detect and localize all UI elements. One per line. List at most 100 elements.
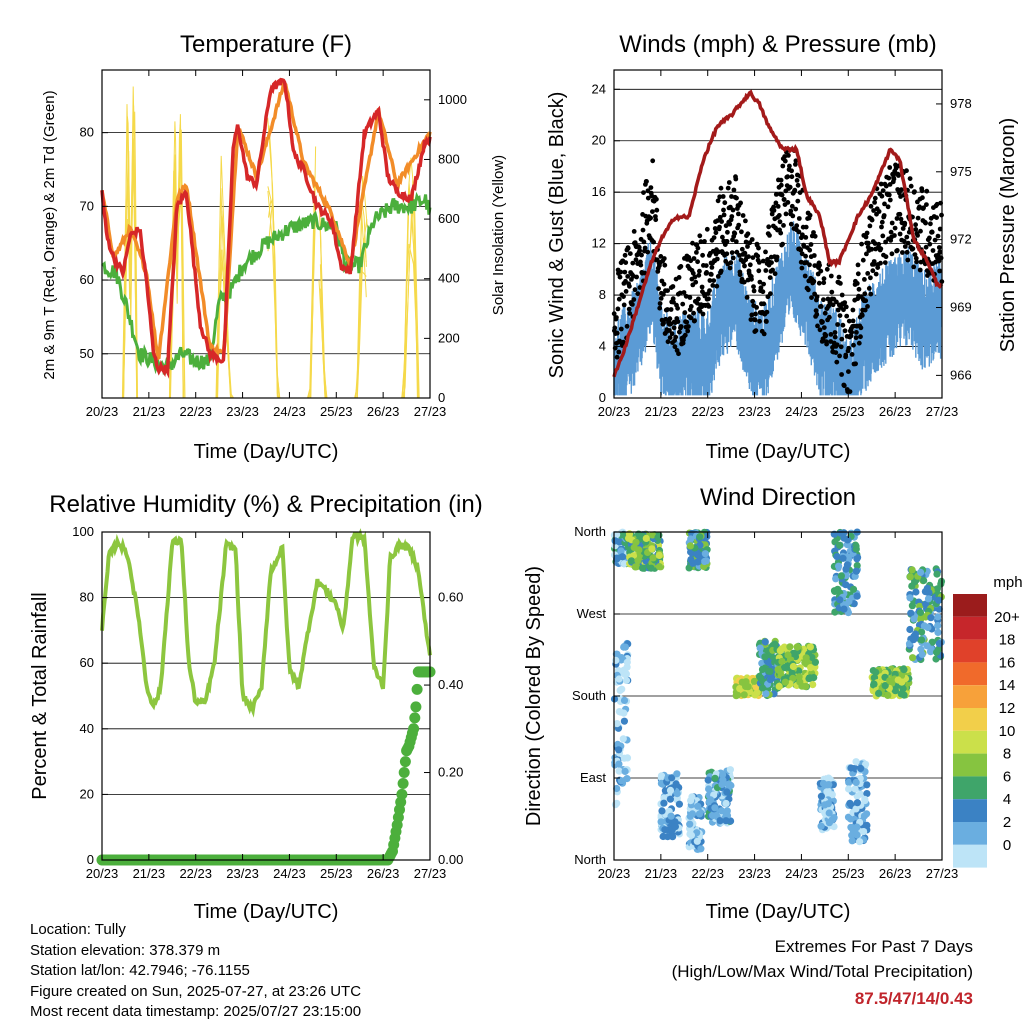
gust-point <box>934 215 939 221</box>
colorbar-title: mph <box>993 574 1022 591</box>
direction-point <box>612 656 620 665</box>
gust-point <box>878 246 884 252</box>
gust-point <box>775 204 781 209</box>
direction-point <box>910 615 918 623</box>
direction-point <box>620 717 629 725</box>
direction-point <box>897 690 905 698</box>
y-tick-label: North <box>574 524 606 539</box>
gust-point <box>785 200 791 205</box>
gust-point <box>630 260 636 266</box>
gust-point <box>904 234 910 240</box>
x-tick-label: 24/23 <box>273 866 306 881</box>
wind-spikes <box>613 221 943 396</box>
gust-point <box>883 254 889 260</box>
gust-point <box>677 329 682 335</box>
direction-point <box>918 650 926 659</box>
gust-point <box>935 233 941 239</box>
gust-point <box>745 231 751 237</box>
direction-point <box>881 682 889 690</box>
gust-point <box>793 158 799 164</box>
gust-point <box>786 153 791 158</box>
gust-point <box>700 311 706 317</box>
y2-tick-label: 966 <box>950 367 972 382</box>
gust-point <box>742 263 747 269</box>
colorbar-label: 10 <box>999 723 1016 740</box>
gust-point <box>862 291 868 297</box>
gust-point <box>650 209 655 215</box>
gust-point <box>796 229 802 235</box>
gust-point <box>632 287 638 293</box>
gust-point <box>618 269 624 275</box>
gust-point <box>767 275 773 280</box>
gust-point <box>867 223 873 229</box>
gust-point <box>616 296 622 302</box>
colorbar-label: 8 <box>1003 746 1011 763</box>
direction-point <box>852 778 860 787</box>
x-tick-label: 23/23 <box>226 404 259 419</box>
direction-point <box>726 766 735 774</box>
gust-point <box>816 280 822 286</box>
gust-point <box>872 195 878 201</box>
gust-point <box>614 315 619 320</box>
direction-point <box>844 813 853 821</box>
gust-point <box>741 279 747 285</box>
direction-point <box>762 690 770 698</box>
direction-point <box>933 570 941 578</box>
gust-point <box>838 281 843 286</box>
gust-point <box>827 314 832 320</box>
gust-point <box>894 216 900 221</box>
direction-point <box>738 678 746 686</box>
gust-point <box>648 215 653 221</box>
gust-point <box>642 245 648 251</box>
gust-point <box>742 250 748 256</box>
direction-point <box>849 585 858 593</box>
x-tick-label: 24/23 <box>273 404 306 419</box>
direction-point <box>937 580 945 588</box>
gust-point <box>915 233 920 238</box>
precip-point <box>409 712 421 724</box>
direction-point <box>658 807 666 815</box>
gust-point <box>876 241 882 247</box>
gust-point <box>847 389 853 394</box>
gust-point <box>750 255 756 260</box>
direction-point <box>615 675 623 683</box>
direction-point <box>853 792 861 800</box>
direction-point <box>912 588 920 596</box>
gust-point <box>834 299 839 305</box>
gust-point <box>661 320 666 326</box>
gust-point <box>708 272 714 277</box>
gust-point <box>627 251 633 256</box>
gust-point <box>782 158 788 164</box>
gust-point <box>685 328 691 334</box>
gust-point <box>789 203 795 209</box>
x-tick-label: 21/23 <box>133 404 166 419</box>
direction-point <box>642 534 650 543</box>
gust-point <box>625 245 631 251</box>
extremes-values: 87.5/47/14/0.43 <box>855 989 973 1008</box>
gust-point <box>760 258 766 264</box>
direction-point <box>634 557 642 565</box>
gust-point <box>839 336 845 342</box>
gust-point <box>761 331 767 337</box>
precip-series <box>96 666 436 866</box>
colorbar-label: 14 <box>999 677 1016 694</box>
gust-point <box>612 325 618 331</box>
gust-point <box>882 201 887 207</box>
gust-point <box>627 283 632 289</box>
gust-point <box>821 297 826 303</box>
gust-point <box>677 290 683 296</box>
direction-point <box>924 595 933 603</box>
gust-point <box>828 332 834 337</box>
gust-point <box>624 323 630 329</box>
gust-point <box>876 209 882 214</box>
direction-point <box>695 810 704 818</box>
gust-point <box>878 260 883 266</box>
direction-point <box>789 662 798 671</box>
gust-point <box>781 197 787 202</box>
gust-point <box>756 245 761 251</box>
gust-point <box>796 216 802 221</box>
gust-point <box>812 233 818 239</box>
gust-point <box>813 308 819 313</box>
direction-point <box>840 534 848 542</box>
y-tick-label: 4 <box>599 339 606 354</box>
